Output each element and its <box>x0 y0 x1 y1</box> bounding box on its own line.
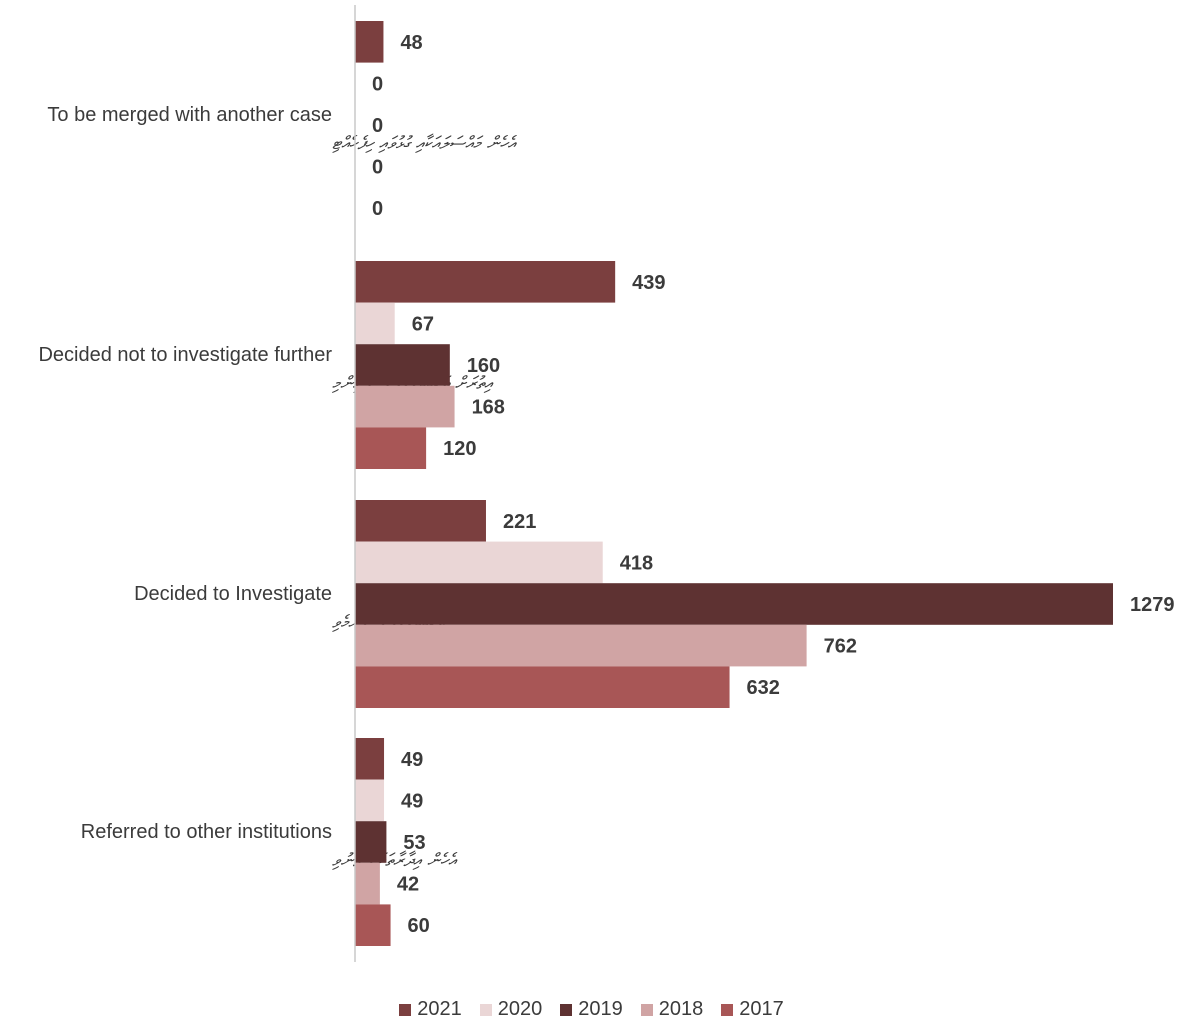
value-label-2017-cat-2: 632 <box>747 677 780 699</box>
bar-2017-cat-3 <box>355 904 391 946</box>
legend-label-2017: 2017 <box>739 998 784 1020</box>
category-label-en-1: Decided not to investigate further <box>38 344 332 366</box>
legend-swatch-2018 <box>640 1003 653 1016</box>
value-label-2018-cat-0: 0 <box>372 157 383 179</box>
legend: 2021 2020 2019 2018 2017 <box>0 998 1183 1021</box>
bar-2019-cat-3 <box>355 821 387 863</box>
value-label-2019-cat-1: 160 <box>467 355 500 377</box>
bar-2019-cat-1 <box>355 344 450 386</box>
legend-swatch-2021 <box>399 1003 412 1016</box>
bar-2018-cat-2 <box>355 624 807 667</box>
legend-label-2020: 2020 <box>497 998 543 1020</box>
legend-item-2021: 2021 <box>399 998 462 1021</box>
bar-2018-cat-1 <box>355 385 455 428</box>
legend-swatch-2020 <box>479 1003 492 1016</box>
bar-2021-cat-2 <box>355 500 486 542</box>
bar-2021-cat-1 <box>355 261 616 303</box>
value-label-2019-cat-0: 0 <box>372 115 383 137</box>
value-label-2018-cat-1: 168 <box>472 397 505 419</box>
legend-item-2019: 2019 <box>560 998 623 1021</box>
category-label-en-0: To be merged with another case <box>47 104 332 126</box>
value-label-2017-cat-3: 60 <box>408 915 430 937</box>
value-label-2021-cat-3: 49 <box>401 749 423 771</box>
value-label-2018-cat-3: 42 <box>397 874 419 896</box>
legend-item-2020: 2020 <box>479 998 543 1021</box>
value-label-2019-cat-2: 1279 <box>1130 594 1175 616</box>
category-label-en-3: Referred to other institutions <box>81 821 332 843</box>
legend-item-2018: 2018 <box>640 998 704 1021</box>
value-label-2017-cat-0: 0 <box>372 198 383 220</box>
category-label-dv-3: އެހެން އިދާރާތަކަށް ފޮނުވި <box>332 850 459 871</box>
bar-2018-cat-3 <box>355 862 380 905</box>
value-label-2019-cat-3: 53 <box>403 832 425 854</box>
legend-swatch-2017 <box>721 1003 734 1016</box>
value-label-2018-cat-2: 762 <box>824 636 857 658</box>
legend-label-2021: 2021 <box>417 998 462 1020</box>
bar-2020-cat-3 <box>355 779 385 822</box>
bar-2020-cat-2 <box>355 541 603 584</box>
bar-2021-cat-3 <box>355 738 385 780</box>
value-label-2021-cat-0: 48 <box>400 32 422 54</box>
value-labels: 48 0 0 0 0 439 67 160 168 120 221 418 1279 762 632 49 49… <box>372 32 1175 937</box>
value-label-2020-cat-2: 418 <box>620 552 653 574</box>
value-label-2017-cat-1: 120 <box>443 438 476 460</box>
bar-2017-cat-2 <box>355 666 730 708</box>
value-label-2021-cat-2: 221 <box>503 511 536 533</box>
legend-item-2017: 2017 <box>721 998 784 1021</box>
bar-2020-cat-1 <box>355 302 395 345</box>
bar-2019-cat-2 <box>355 583 1113 625</box>
value-label-2020-cat-1: 67 <box>412 313 434 335</box>
value-label-2020-cat-3: 49 <box>401 790 423 812</box>
legend-label-2018: 2018 <box>658 998 704 1020</box>
category-label-en-2: Decided to Investigate <box>134 583 332 605</box>
legend-label-2019: 2019 <box>578 998 623 1020</box>
bars <box>355 21 1113 946</box>
value-label-2021-cat-1: 439 <box>632 272 665 294</box>
category-label-dv-0: އެހެން މައްސަލައަކާއި ގުޅުވައި ހިފެހެއްޓ… <box>332 133 518 154</box>
bar-2017-cat-1 <box>355 427 427 469</box>
bar-2021-cat-0 <box>355 21 384 63</box>
legend-swatch-2019 <box>560 1003 573 1016</box>
value-label-2020-cat-0: 0 <box>372 73 383 95</box>
